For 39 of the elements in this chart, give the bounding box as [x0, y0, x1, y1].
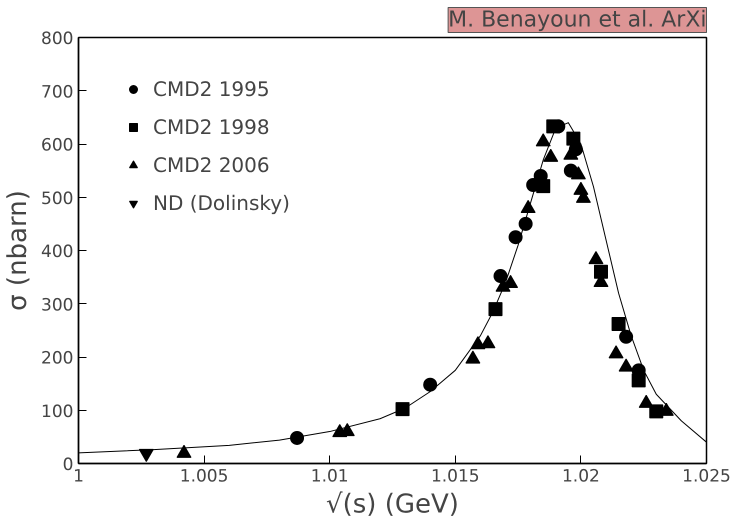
x-tick-label: 1.02: [562, 466, 600, 486]
point: [176, 444, 192, 458]
x-tick-label: 1.005: [180, 466, 228, 486]
point: [465, 350, 480, 364]
x-tick-label: 1: [73, 466, 84, 486]
chart-title: M. Benayoun et al. ArXi: [448, 8, 707, 32]
point: [612, 316, 626, 331]
point: [566, 132, 580, 146]
point: [488, 302, 502, 316]
y-axis-title: σ (nbarn): [3, 190, 34, 311]
legend-label: CMD2 2006: [153, 153, 270, 177]
y-tick-label: 400: [41, 242, 74, 262]
y-tick-label: 300: [41, 295, 74, 316]
point: [619, 330, 634, 344]
point: [638, 394, 654, 408]
point: [494, 269, 508, 284]
legend-label: CMD2 1998: [153, 115, 270, 139]
point: [618, 358, 634, 372]
y-tick-label: 0: [62, 455, 74, 475]
y-tick-label: 500: [41, 188, 74, 209]
legend-label: ND (Dolinsky): [153, 191, 290, 215]
y-tick-label: 600: [41, 136, 74, 156]
point: [546, 119, 560, 134]
point: [608, 345, 624, 358]
point: [632, 373, 646, 388]
point: [594, 264, 608, 279]
x-axis-title: √(s) (GeV): [326, 490, 459, 520]
x-tick-label: 1.015: [430, 466, 480, 486]
y-tick-label: 100: [41, 402, 74, 422]
x-tick-label: 1.025: [682, 466, 731, 486]
y-tick-label: 800: [41, 29, 74, 49]
point: [536, 179, 550, 194]
point: [518, 216, 533, 231]
x-tick-label: 1.01: [310, 466, 349, 486]
legend-label: CMD2 1995: [153, 77, 270, 101]
point: [588, 250, 604, 264]
y-tick-label: 200: [41, 348, 74, 368]
y-tick-label: 700: [41, 82, 74, 102]
point: [508, 230, 523, 244]
